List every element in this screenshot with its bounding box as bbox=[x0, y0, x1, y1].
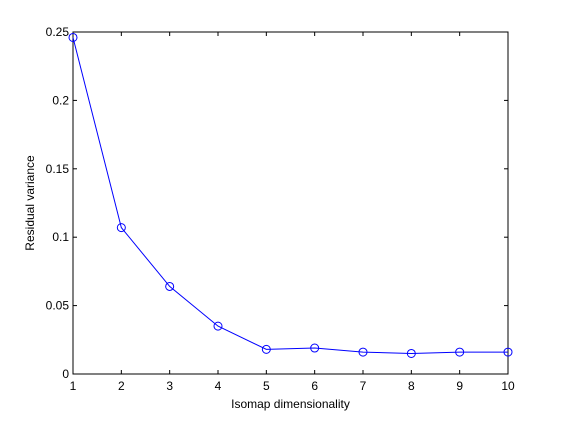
x-tick-label: 9 bbox=[456, 379, 463, 393]
x-tick-label: 2 bbox=[118, 379, 125, 393]
axes-frame bbox=[72, 31, 509, 375]
x-tick-label: 7 bbox=[360, 379, 367, 393]
x-tick-label: 10 bbox=[501, 379, 515, 393]
x-axis-label: Isomap dimensionality bbox=[231, 397, 350, 411]
x-tick-label: 5 bbox=[263, 379, 270, 393]
y-axis-label: Residual variance bbox=[23, 155, 37, 251]
data-point-marker bbox=[406, 348, 416, 358]
data-point-marker bbox=[358, 347, 368, 357]
x-tick-label: 8 bbox=[408, 379, 415, 393]
y-tick-label: 0.15 bbox=[46, 162, 70, 176]
x-tick-label: 4 bbox=[215, 379, 222, 393]
x-tick-label: 1 bbox=[70, 379, 77, 393]
data-point-marker bbox=[116, 223, 126, 233]
data-point-marker bbox=[68, 32, 78, 42]
axes: 1 2 3 4 5 6 7 8 9 10 0 0.05 0.1 0.15 0.2 0.25 bbox=[46, 25, 515, 393]
y-tick-label: 0.2 bbox=[52, 93, 69, 107]
series-layer bbox=[68, 32, 513, 358]
y-tick-label: 0.25 bbox=[46, 25, 70, 39]
x-tick-label: 3 bbox=[166, 379, 173, 393]
data-point-marker bbox=[165, 281, 175, 291]
data-point-marker bbox=[455, 347, 465, 357]
y-tick-label: 0.05 bbox=[46, 299, 70, 313]
data-point-marker bbox=[261, 344, 271, 354]
data-point-marker bbox=[310, 343, 320, 353]
series-line bbox=[72, 37, 508, 354]
y-tick-label: 0.1 bbox=[52, 230, 69, 244]
data-point-marker bbox=[503, 347, 513, 357]
x-tick-label: 6 bbox=[311, 379, 318, 393]
data-point-marker bbox=[213, 321, 223, 331]
y-tick-label: 0 bbox=[62, 367, 69, 381]
